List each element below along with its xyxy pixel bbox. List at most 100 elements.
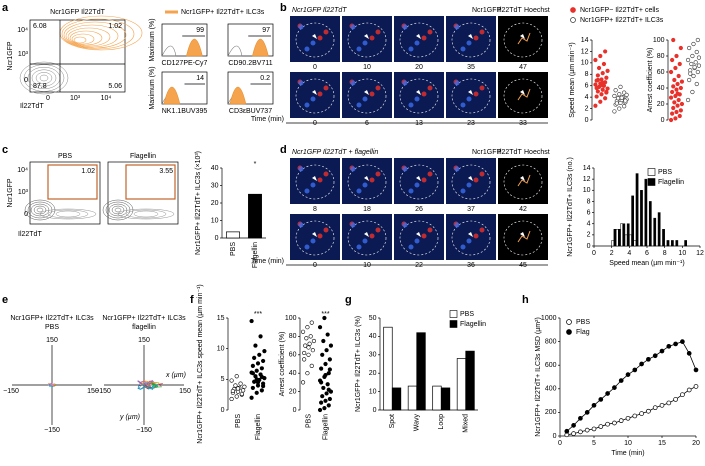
flow-tick: 10³ [18, 51, 29, 58]
nucleus [356, 188, 362, 194]
data-point [692, 65, 697, 70]
time-label: 18 [363, 206, 371, 213]
nucleus [473, 91, 479, 97]
gate-value: 1.02 [81, 168, 95, 175]
y-tick-label: 6 [587, 209, 591, 216]
data-point [671, 37, 676, 43]
histogram-bar [620, 223, 623, 247]
panel-letter: b [280, 2, 287, 14]
histogram-bar [629, 234, 632, 247]
nucleus [402, 80, 408, 86]
data-point [694, 49, 699, 55]
data-point [672, 100, 677, 105]
data-point [305, 325, 310, 330]
nucleus [362, 238, 368, 244]
data-point [242, 384, 247, 389]
bar [391, 387, 402, 411]
nucleus [427, 29, 433, 35]
channel-label: Il22TdT [498, 149, 522, 156]
legend-label: Flagellin [460, 321, 486, 328]
track-tick: −150 [44, 427, 60, 434]
contour [63, 21, 127, 49]
data-point [249, 318, 254, 324]
nucleus [414, 96, 420, 102]
data-point [600, 87, 605, 92]
data-point [233, 383, 238, 388]
contour [55, 210, 81, 218]
y-tick-label: 12 [581, 48, 589, 55]
data-point [677, 113, 682, 119]
data-point [674, 87, 679, 92]
histogram-curve [227, 45, 243, 57]
contour [47, 209, 89, 219]
data-point [687, 77, 692, 83]
data-point [679, 79, 685, 84]
y-tick-label: 20 [289, 388, 297, 395]
data-point [696, 63, 702, 68]
y-axis-label: Arrest coefficient (%) [279, 332, 286, 397]
data-point [304, 336, 309, 341]
data-point [252, 355, 257, 360]
contour [69, 30, 103, 46]
tissue-outline [347, 78, 387, 114]
bar [465, 350, 475, 411]
x-tick-label: Mixed [463, 414, 470, 433]
contour [133, 210, 159, 218]
histogram-bar [648, 201, 652, 247]
micrograph [394, 16, 444, 62]
nucleus [408, 102, 414, 108]
arrowhead [416, 176, 421, 181]
bar [226, 231, 240, 239]
nucleus [310, 182, 316, 188]
legend-swatch [449, 310, 458, 318]
data-point [646, 356, 651, 362]
panel-letter: h [522, 294, 529, 306]
data-point [605, 86, 610, 91]
data-point [604, 75, 609, 80]
y-tick-label: 10 [581, 60, 589, 67]
data-point [676, 97, 681, 103]
y-axis-label: Speed mean (µm min⁻¹) [569, 42, 576, 117]
bar [432, 385, 442, 411]
data-point [614, 101, 619, 106]
data-point [307, 341, 312, 346]
data-point [321, 338, 326, 344]
y-tick-label: 100 [285, 315, 297, 322]
y-axis-label: Ncr1GFP+ Il22TdT+ ILC3s speed mean (µm m… [197, 284, 204, 443]
flow-tick: 0 [46, 95, 50, 102]
track-title: PBS [45, 324, 59, 331]
micrograph [394, 72, 444, 118]
histogram-bar [633, 240, 637, 247]
nucleus [460, 244, 466, 250]
y-tick-label: 10 [217, 346, 225, 353]
data-point [594, 85, 599, 91]
gate-value: 99 [196, 27, 204, 34]
x-tick-label: 15 [658, 440, 666, 447]
y-tick-label: 8 [585, 71, 589, 78]
nucleus [460, 46, 466, 52]
nucleus [369, 91, 375, 97]
histogram-curve [229, 86, 247, 105]
nucleus [375, 227, 381, 233]
data-point [622, 104, 627, 109]
data-point [259, 374, 264, 379]
micrograph [290, 72, 340, 118]
nucleus [298, 24, 304, 30]
flow-title: Ncr1GFP Il22TdT [50, 9, 105, 16]
nucleus [362, 40, 368, 46]
data-point [598, 99, 603, 104]
data-point [235, 386, 241, 391]
legend-label: PBS [576, 319, 590, 326]
y-tick-label: 40 [369, 333, 377, 340]
data-point [249, 395, 254, 400]
histogram-bar [611, 240, 615, 247]
y-tick-label: 800 [545, 338, 557, 345]
data-point [675, 91, 680, 96]
histogram-bar [640, 190, 643, 247]
x-axis-label: Speed mean (µm min⁻¹) [609, 260, 684, 267]
data-point [600, 71, 605, 76]
y-tick-label: 80 [657, 53, 665, 60]
nucleus [479, 171, 485, 177]
data-point [305, 371, 310, 376]
data-point [639, 361, 644, 367]
